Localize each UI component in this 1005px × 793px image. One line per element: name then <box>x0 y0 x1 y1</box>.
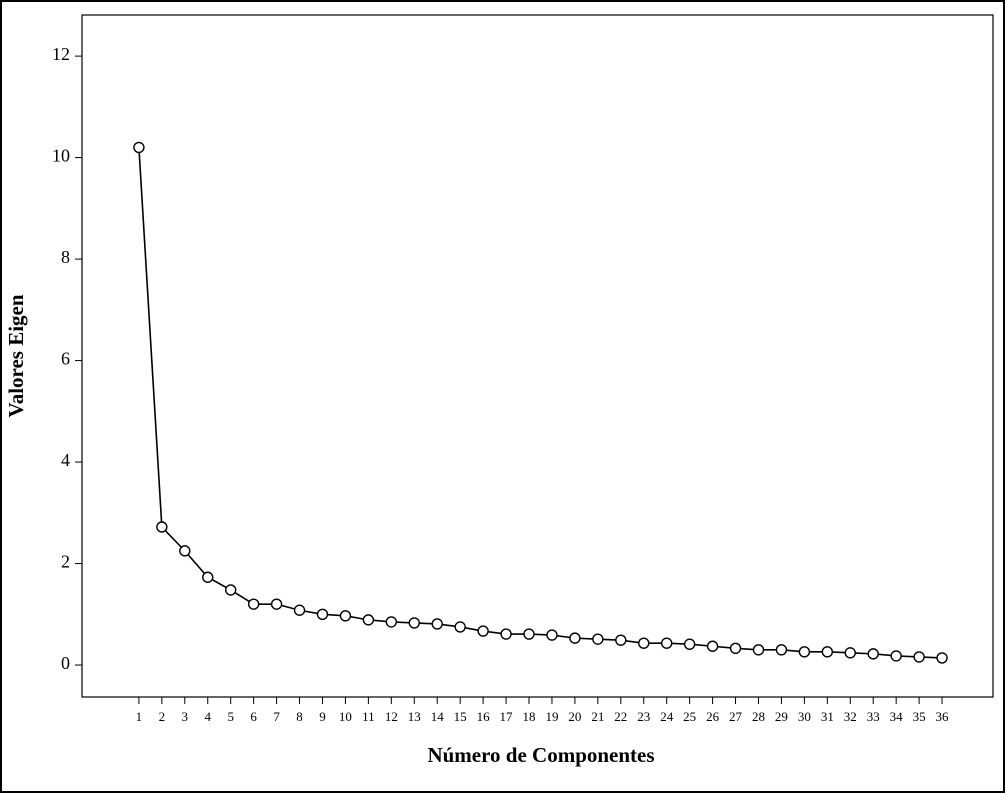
marker <box>546 629 558 641</box>
x-tick-label: 1 <box>136 709 143 724</box>
marker <box>913 651 925 663</box>
x-tick-label: 26 <box>706 709 720 724</box>
marker <box>454 621 466 633</box>
x-tick-label: 17 <box>500 709 514 724</box>
marker <box>500 628 512 640</box>
y-tick-label: 6 <box>61 349 70 369</box>
x-tick-label: 21 <box>591 709 604 724</box>
marker <box>592 633 604 645</box>
x-tick-label: 24 <box>660 709 674 724</box>
x-tick-label: 19 <box>545 709 558 724</box>
x-tick-label: 4 <box>205 709 212 724</box>
marker <box>202 571 214 583</box>
marker <box>638 637 650 649</box>
marker <box>821 646 834 658</box>
x-tick-label: 32 <box>844 709 857 724</box>
x-tick-label: 28 <box>752 709 765 724</box>
marker <box>385 616 398 628</box>
x-tick-label: 29 <box>775 709 788 724</box>
marker <box>660 637 673 649</box>
marker <box>316 608 329 620</box>
x-tick-label: 30 <box>798 709 811 724</box>
marker <box>615 634 627 646</box>
x-tick-label: 27 <box>729 709 743 724</box>
x-tick-label: 5 <box>227 709 234 724</box>
y-tick-label: 12 <box>52 44 70 64</box>
marker <box>752 644 765 656</box>
x-tick-label: 36 <box>936 709 950 724</box>
marker <box>775 644 788 656</box>
x-tick-label: 35 <box>913 709 926 724</box>
marker <box>431 618 443 630</box>
x-tick-label: 8 <box>296 709 303 724</box>
marker <box>477 625 489 637</box>
x-tick-label: 7 <box>273 709 280 724</box>
x-tick-label: 3 <box>182 709 189 724</box>
x-tick-label: 16 <box>477 709 491 724</box>
marker <box>890 650 902 662</box>
y-tick-label: 4 <box>61 450 70 470</box>
y-tick-label: 2 <box>61 552 70 572</box>
marker <box>523 628 535 640</box>
marker <box>844 647 856 659</box>
marker <box>247 598 260 610</box>
x-tick-label: 25 <box>683 709 696 724</box>
marker <box>867 648 879 660</box>
marker <box>683 638 696 650</box>
marker <box>224 584 237 596</box>
marker <box>133 141 145 154</box>
x-tick-label: 18 <box>523 709 536 724</box>
marker <box>362 614 375 626</box>
y-tick-label: 8 <box>61 247 70 267</box>
x-tick-label: 14 <box>431 709 445 724</box>
marker <box>936 652 948 664</box>
y-axis-title: Valores Eigen <box>4 294 28 417</box>
x-tick-label: 10 <box>339 709 352 724</box>
y-tick-label: 10 <box>52 146 70 166</box>
x-tick-label: 33 <box>867 709 880 724</box>
plot-area <box>81 14 994 698</box>
marker <box>569 632 581 644</box>
marker <box>179 545 191 557</box>
x-tick-label: 15 <box>454 709 467 724</box>
marker <box>706 640 719 652</box>
x-tick-label: 2 <box>159 709 166 724</box>
marker <box>798 646 811 658</box>
x-tick-label: 11 <box>362 709 375 724</box>
x-tick-label: 22 <box>614 709 627 724</box>
marker <box>408 617 420 629</box>
marker <box>270 598 283 610</box>
x-tick-label: 13 <box>408 709 421 724</box>
y-tick-label: 0 <box>61 653 70 673</box>
marker <box>293 604 306 616</box>
x-tick-label: 23 <box>637 709 650 724</box>
marker <box>156 521 168 533</box>
x-tick-label: 20 <box>568 709 581 724</box>
marker <box>729 642 742 654</box>
x-tick-label: 9 <box>319 709 326 724</box>
x-tick-label: 31 <box>821 709 834 724</box>
x-axis-title: Número de Componentes <box>427 743 654 767</box>
x-tick-label: 6 <box>250 709 257 724</box>
marker <box>339 610 352 622</box>
x-tick-label: 12 <box>385 709 398 724</box>
x-tick-label: 34 <box>890 709 904 724</box>
